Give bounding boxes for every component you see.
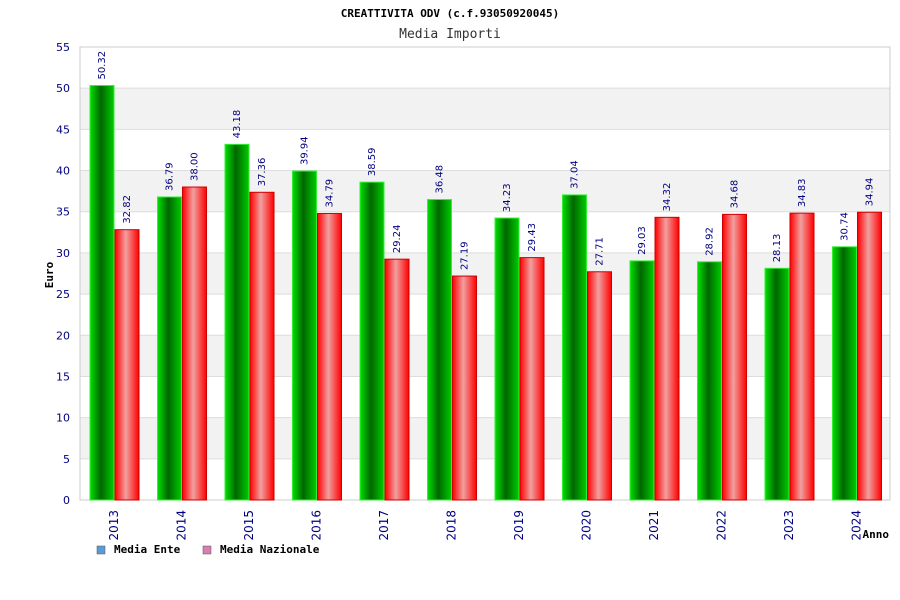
grid-band (80, 88, 890, 130)
x-axis: 2013 2014 2015 2016 2017 2018 2019 2020 2021 2022… (107, 510, 864, 541)
grid-band (80, 335, 890, 377)
x-tick-label: 2021 (647, 510, 661, 541)
data-label: 30.74 (840, 212, 851, 241)
y-tick-label: 45 (56, 123, 70, 136)
bar (562, 194, 587, 501)
y-tick-label: 30 (56, 247, 70, 260)
data-label: 43.18 (232, 110, 243, 139)
x-tick-label: 2014 (175, 510, 189, 541)
data-label: 27.19 (460, 241, 471, 270)
data-label: 34.83 (797, 178, 808, 207)
x-tick-label: 2017 (377, 510, 391, 541)
chart-title: CREATTIVITA ODV (c.f.93050920045) (341, 7, 560, 20)
bar (697, 261, 722, 501)
data-label: 36.48 (435, 165, 446, 194)
y-tick-label: 35 (56, 206, 70, 219)
data-label: 29.24 (392, 225, 403, 254)
data-label: 34.68 (730, 180, 741, 209)
data-label: 38.00 (190, 152, 201, 181)
bar (857, 211, 882, 501)
x-tick-label: 2022 (715, 510, 729, 541)
data-label: 27.71 (595, 237, 606, 266)
y-tick-label: 20 (56, 329, 70, 342)
data-label: 29.43 (527, 223, 538, 252)
data-label: 39.94 (300, 136, 311, 165)
bar (427, 199, 452, 501)
bar (224, 143, 250, 501)
legend: Media Ente Media Nazionale (96, 543, 320, 556)
chart-subtitle: Media Importi (399, 27, 501, 42)
bar (317, 212, 342, 501)
y-tick-label: 10 (56, 412, 70, 425)
legend-swatch (96, 545, 106, 555)
bar (832, 246, 857, 501)
data-label: 50.32 (97, 51, 108, 80)
bars (89, 85, 882, 501)
data-label: 28.92 (705, 227, 716, 256)
bar (587, 271, 612, 501)
data-label: 29.03 (637, 226, 648, 255)
bar (452, 275, 477, 501)
plot-frame (79, 46, 891, 501)
bar (384, 258, 410, 501)
grid-band (80, 417, 890, 459)
x-axis-label: Anno (863, 528, 890, 541)
legend-label: Media Nazionale (220, 543, 320, 556)
x-tick-label: 2016 (310, 510, 324, 541)
value-labels: 50.32 32.82 36.79 38.00 43.18 37.36 39.94 34.79… (97, 51, 876, 270)
y-tick-label: 25 (56, 288, 70, 301)
bar (654, 216, 680, 501)
grid-bands (80, 88, 890, 459)
y-axis-label: Euro (43, 261, 56, 288)
x-tick-label: 2023 (782, 510, 796, 541)
data-label: 37.04 (570, 160, 581, 189)
x-tick-label: 2013 (107, 510, 121, 541)
data-label: 37.36 (257, 158, 268, 187)
data-label: 34.23 (502, 183, 513, 212)
y-tick-label: 15 (56, 370, 70, 383)
y-tick-label: 50 (56, 82, 70, 95)
bar (722, 213, 747, 501)
legend-swatch (202, 545, 212, 555)
data-label: 38.59 (367, 148, 378, 177)
bar (789, 212, 815, 501)
bar (157, 196, 182, 501)
bar (764, 267, 790, 501)
y-tick-label: 0 (63, 494, 70, 507)
data-label: 34.32 (662, 183, 673, 212)
x-tick-label: 2019 (512, 510, 526, 541)
data-label: 32.82 (122, 195, 133, 224)
bar (182, 186, 207, 501)
bar (629, 260, 655, 501)
legend-label: Media Ente (114, 543, 181, 556)
bar (89, 85, 115, 501)
y-axis: 0 5 10 15 20 25 30 35 40 45 50 55 (56, 41, 70, 507)
data-label: 28.13 (772, 234, 783, 263)
bar (249, 191, 275, 501)
bar (519, 257, 545, 501)
data-label: 34.79 (325, 179, 336, 208)
bar (292, 170, 317, 501)
x-tick-label: 2024 (850, 510, 864, 541)
x-tick-label: 2018 (445, 510, 459, 541)
data-label: 36.79 (165, 162, 176, 191)
bar (359, 181, 385, 501)
y-tick-label: 5 (63, 453, 70, 466)
x-tick-label: 2020 (580, 510, 594, 541)
y-tick-label: 55 (56, 41, 70, 54)
y-tick-label: 40 (56, 165, 70, 178)
bar (494, 217, 520, 501)
x-tick-label: 2015 (242, 510, 256, 541)
data-label: 34.94 (865, 178, 876, 207)
bar (114, 229, 140, 501)
grid-band (80, 170, 890, 212)
grid-band (80, 252, 890, 295)
